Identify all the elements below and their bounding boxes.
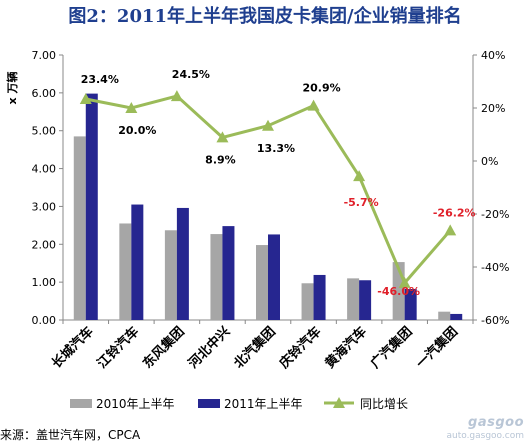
bar-2010	[301, 283, 314, 320]
y-tick-label-left: 7.00	[32, 49, 57, 62]
y-tick-label-left: 3.00	[32, 200, 57, 213]
y-tick-label-left: 2.00	[32, 238, 57, 251]
bar-2011	[176, 207, 189, 320]
growth-point	[307, 99, 320, 111]
watermark-url: auto.gasgoo.com	[446, 431, 524, 441]
growth-data-label: 8.9%	[205, 153, 236, 166]
chart-bars	[73, 93, 463, 320]
bar-2011	[359, 280, 372, 320]
x-category-label: 北汽集团	[231, 324, 279, 372]
bar-2010	[73, 136, 86, 320]
growth-point	[398, 276, 411, 288]
y-axis-title: x 万辆	[5, 72, 19, 105]
y-tick-label-left: 4.00	[32, 163, 57, 176]
growth-data-label: -26.2%	[433, 206, 476, 219]
x-category-label: 黄海汽车	[322, 324, 370, 372]
y-tick-label-left: 5.00	[32, 125, 57, 138]
bar-2011	[222, 226, 235, 320]
chart-title: 图2：2011年上半年我国皮卡集团/企业销量排名	[68, 6, 462, 27]
bar-2011	[404, 288, 417, 320]
bar-2010	[438, 311, 451, 320]
bar-2011	[131, 204, 144, 320]
y-tick-label-right: 0%	[481, 155, 498, 168]
growth-data-label: -5.7%	[344, 196, 379, 209]
y-tick-label-right: -40%	[481, 261, 509, 274]
legend-label-2010: 2010年上半年	[96, 397, 175, 411]
watermark: gasgoo auto.gasgoo.com	[440, 413, 524, 443]
x-category-label: 江铃汽车	[94, 324, 142, 372]
growth-data-label: 24.5%	[172, 68, 210, 81]
bar-2011	[85, 93, 98, 320]
watermark-logo: gasgoo	[468, 415, 524, 430]
y-tick-label-right: 20%	[481, 102, 505, 115]
y-tick-label-right: -60%	[481, 314, 509, 327]
y-tick-label-right: -20%	[481, 208, 509, 221]
legend-label-growth: 同比增长	[360, 397, 408, 411]
growth-data-label: 20.0%	[118, 124, 156, 137]
growth-data-label: 20.9%	[302, 82, 340, 95]
x-category-label: 广汽集团	[367, 324, 415, 372]
legend-swatch-2011	[198, 399, 220, 408]
bar-2010	[210, 234, 223, 320]
legend-marker-growth	[333, 397, 345, 408]
y-tick-label-right: 40%	[481, 49, 505, 62]
source-note: 来源：盖世汽车网，CPCA	[0, 428, 141, 442]
bar-2010	[256, 245, 268, 320]
growth-point	[79, 92, 92, 104]
x-category-label: 一汽集团	[413, 324, 461, 372]
bar-2011	[268, 234, 280, 320]
x-category-label: 东风集团	[140, 324, 188, 372]
bar-2011	[450, 313, 463, 320]
bar-2010	[119, 223, 132, 320]
chart-labels: 23.4% 20.0% 24.5% 8.9% 13.3% 20.9% -5.7% -46.0%…	[81, 68, 476, 298]
growth-data-label: 23.4%	[81, 73, 119, 86]
legend-label-2011: 2011年上半年	[224, 397, 303, 411]
growth-data-label: 13.3%	[257, 142, 295, 155]
legend-swatch-2010	[70, 399, 92, 408]
bar-2010	[164, 230, 177, 320]
y-tick-label-left: 1.00	[32, 276, 57, 289]
growth-point	[353, 170, 366, 182]
x-category-label: 庆铃汽车	[276, 324, 325, 373]
growth-point	[444, 224, 457, 236]
bar-2011	[313, 274, 326, 320]
growth-data-label: -46.0%	[377, 285, 420, 298]
growth-line	[79, 90, 457, 288]
growth-point	[216, 131, 229, 143]
chart-legend: 2010年上半年 2011年上半年 同比增长	[70, 397, 408, 411]
x-category-label: 长城汽车	[49, 324, 97, 372]
x-category-label: 河北中兴	[185, 324, 233, 372]
growth-point	[262, 119, 274, 131]
y-tick-label-left: 0.00	[32, 314, 57, 327]
bar-2010	[347, 278, 360, 320]
growth-point	[125, 102, 138, 113]
y-tick-label-left: 6.00	[32, 87, 57, 100]
growth-point	[170, 90, 183, 102]
